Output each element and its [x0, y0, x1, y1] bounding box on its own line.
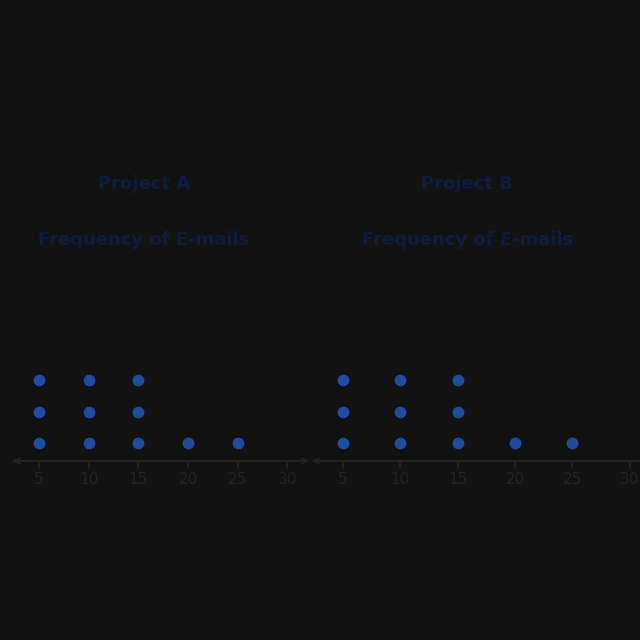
Point — [338, 374, 348, 385]
Point — [34, 374, 44, 385]
Point — [84, 374, 94, 385]
Point — [232, 438, 243, 449]
Point — [84, 438, 94, 449]
Text: Frequency of E-mails: Frequency of E-mails — [38, 231, 250, 249]
Point — [34, 438, 44, 449]
Point — [183, 438, 193, 449]
Point — [452, 406, 463, 417]
Point — [452, 438, 463, 449]
Text: Project A: Project A — [98, 175, 190, 193]
Point — [396, 374, 406, 385]
Point — [396, 438, 406, 449]
Point — [510, 438, 520, 449]
Point — [452, 374, 463, 385]
Point — [84, 406, 94, 417]
Point — [34, 406, 44, 417]
Text: Frequency of E-mails: Frequency of E-mails — [362, 231, 573, 249]
Point — [133, 406, 143, 417]
Point — [396, 406, 406, 417]
Point — [338, 438, 348, 449]
Point — [133, 374, 143, 385]
Point — [567, 438, 577, 449]
Point — [133, 438, 143, 449]
Text: Project B: Project B — [421, 175, 513, 193]
Point — [338, 406, 348, 417]
